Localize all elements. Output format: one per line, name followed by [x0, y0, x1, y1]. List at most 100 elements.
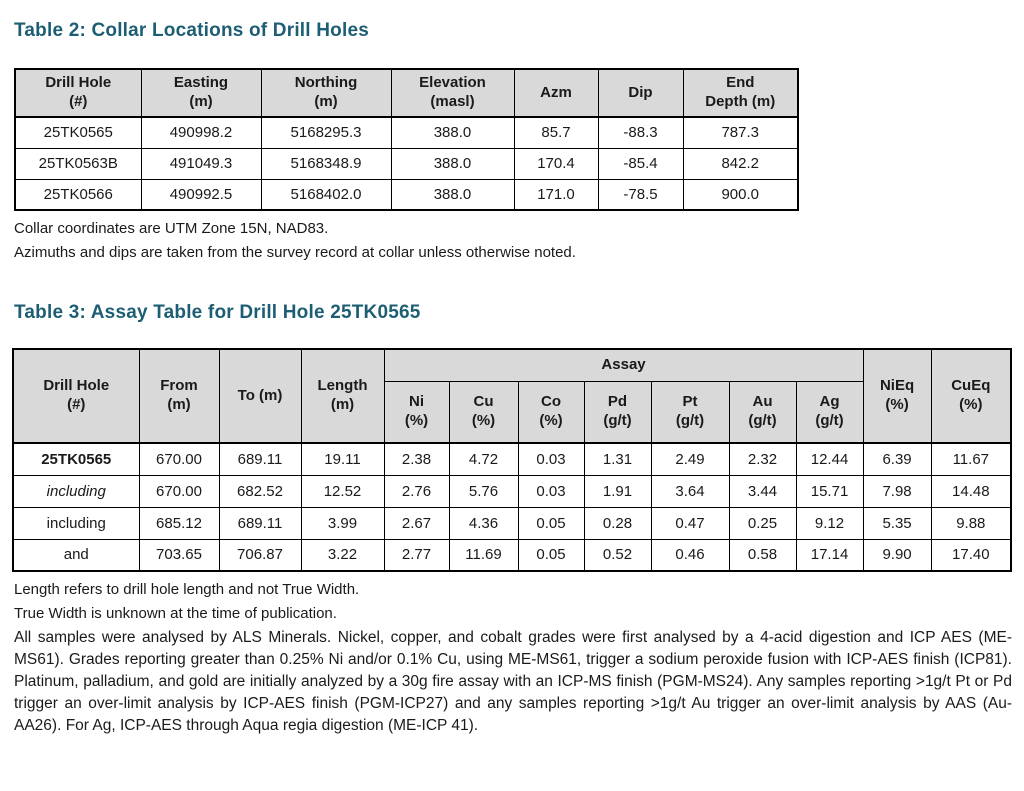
assay-table: Drill Hole (#) From (m) To (m) Length (m…	[12, 348, 1013, 572]
cell-azm: 171.0	[513, 178, 599, 211]
header-from: From (m)	[138, 348, 220, 444]
cell-length: 12.52	[300, 474, 385, 508]
table-row: 25TK0565 490998.2 5168295.3 388.0 85.7 -…	[14, 116, 799, 149]
cell-end-depth: 900.0	[682, 178, 799, 211]
header-drill-hole: Drill Hole (#)	[14, 68, 142, 118]
cell-nieq: 9.90	[862, 538, 932, 572]
cell-co: 0.03	[517, 474, 585, 508]
cell-to: 689.11	[218, 442, 302, 476]
cell-co: 0.03	[517, 442, 585, 476]
cell-easting: 490998.2	[140, 116, 262, 149]
header-end-depth: End Depth (m)	[682, 68, 799, 118]
header-azm: Azm	[513, 68, 599, 118]
footnote-line: True Width is unknown at the time of pub…	[14, 605, 337, 622]
footnote-line: Collar coordinates are UTM Zone 15N, NAD…	[14, 220, 329, 237]
table2-title: Table 2: Collar Locations of Drill Holes	[14, 20, 369, 41]
cell-au: 0.58	[728, 538, 797, 572]
header-pd: Pd (g/t)	[583, 380, 652, 444]
table3-footnotes: Length refers to drill hole length and n…	[14, 579, 1012, 737]
cell-pt: 0.46	[650, 538, 730, 572]
assay-sub-header-row: Ni (%) Cu (%) Co (%) Pd (g/t) Pt (g/t) A…	[13, 380, 1011, 444]
cell-length: 19.11	[300, 442, 385, 476]
header-length: Length (m)	[300, 348, 385, 444]
cell-elevation: 388.0	[390, 116, 515, 149]
cell-cueq: 11.67	[930, 442, 1012, 476]
cell-from: 703.65	[138, 538, 220, 572]
cell-cueq: 9.88	[930, 506, 1012, 540]
header-cueq: CuEq (%)	[930, 348, 1012, 444]
cell-easting: 490992.5	[140, 178, 262, 211]
cell-pd: 1.91	[583, 474, 652, 508]
header-au: Au (g/t)	[728, 380, 797, 444]
cell-azm: 85.7	[513, 116, 599, 149]
cell-cu: 5.76	[448, 474, 519, 508]
cell-pt: 3.64	[650, 474, 730, 508]
collar-locations-table: Drill Hole (#) Easting (m) Northing (m) …	[14, 68, 799, 211]
cell-interval-label: and	[12, 538, 140, 572]
cell-cueq: 14.48	[930, 474, 1012, 508]
header-cu: Cu (%)	[448, 380, 519, 444]
table-row: and 703.65 706.87 3.22 2.77 11.69 0.05 0…	[12, 538, 1012, 572]
footnote-line: Length refers to drill hole length and n…	[14, 581, 360, 598]
cell-pd: 0.52	[583, 538, 652, 572]
cell-end-depth: 787.3	[682, 116, 799, 149]
table-row: 25TK0565 670.00 689.11 19.11 2.38 4.72 0…	[12, 442, 1012, 476]
cell-to: 689.11	[218, 506, 302, 540]
cell-elevation: 388.0	[390, 178, 515, 211]
header-dip: Dip	[597, 68, 684, 118]
cell-cu: 4.72	[448, 442, 519, 476]
cell-to: 682.52	[218, 474, 302, 508]
cell-pd: 0.28	[583, 506, 652, 540]
header-to: To (m)	[218, 348, 302, 444]
table2-footnotes: Collar coordinates are UTM Zone 15N, NAD…	[14, 218, 1010, 264]
table3-title: Table 3: Assay Table for Drill Hole 25TK…	[14, 302, 421, 323]
cell-to: 706.87	[218, 538, 302, 572]
cell-pt: 0.47	[650, 506, 730, 540]
assay-group-header-row: Drill Hole (#) From (m) To (m) Length (m…	[12, 348, 1012, 444]
cell-cu: 11.69	[448, 538, 519, 572]
cell-ni: 2.76	[383, 474, 450, 508]
cell-dip: -88.3	[597, 116, 684, 149]
cell-from: 670.00	[138, 442, 220, 476]
cell-ni: 2.38	[383, 442, 450, 476]
header-co: Co (%)	[517, 380, 585, 444]
cell-length: 3.22	[300, 538, 385, 572]
cell-drill-hole: 25TK0565	[14, 116, 142, 149]
cell-pt: 2.49	[650, 442, 730, 476]
cell-interval-label: 25TK0565	[12, 442, 140, 476]
cell-dip: -78.5	[597, 178, 684, 211]
collar-header-row: Drill Hole (#) Easting (m) Northing (m) …	[14, 68, 799, 118]
cell-ni: 2.77	[383, 538, 450, 572]
cell-co: 0.05	[517, 538, 585, 572]
cell-interval-label: including	[12, 474, 140, 508]
cell-cueq: 17.40	[930, 538, 1012, 572]
assay-method-note: All samples were analysed by ALS Mineral…	[14, 629, 1012, 734]
cell-nieq: 5.35	[862, 506, 932, 540]
header-ni: Ni (%)	[383, 380, 450, 444]
cell-au: 2.32	[728, 442, 797, 476]
cell-interval-label: including	[12, 506, 140, 540]
header-ag: Ag (g/t)	[795, 380, 864, 444]
cell-drill-hole: 25TK0563B	[14, 147, 142, 180]
cell-ag: 12.44	[795, 442, 864, 476]
header-easting: Easting (m)	[140, 68, 262, 118]
table-row: including 685.12 689.11 3.99 2.67 4.36 0…	[12, 506, 1012, 540]
cell-au: 0.25	[728, 506, 797, 540]
cell-from: 685.12	[138, 506, 220, 540]
cell-easting: 491049.3	[140, 147, 262, 180]
cell-ag: 9.12	[795, 506, 864, 540]
cell-drill-hole: 25TK0566	[14, 178, 142, 211]
cell-ag: 17.14	[795, 538, 864, 572]
table-row: 25TK0566 490992.5 5168402.0 388.0 171.0 …	[14, 178, 799, 211]
table-row: 25TK0563B 491049.3 5168348.9 388.0 170.4…	[14, 147, 799, 180]
table-row: including 670.00 682.52 12.52 2.76 5.76 …	[12, 474, 1012, 508]
header-nieq: NiEq (%)	[862, 348, 932, 444]
footnote-line: Azimuths and dips are taken from the sur…	[14, 244, 576, 261]
cell-northing: 5168348.9	[260, 147, 392, 180]
cell-northing: 5168295.3	[260, 116, 392, 149]
cell-au: 3.44	[728, 474, 797, 508]
cell-northing: 5168402.0	[260, 178, 392, 211]
cell-dip: -85.4	[597, 147, 684, 180]
document-page: Table 2: Collar Locations of Drill Holes…	[12, 20, 1013, 737]
header-northing: Northing (m)	[260, 68, 392, 118]
